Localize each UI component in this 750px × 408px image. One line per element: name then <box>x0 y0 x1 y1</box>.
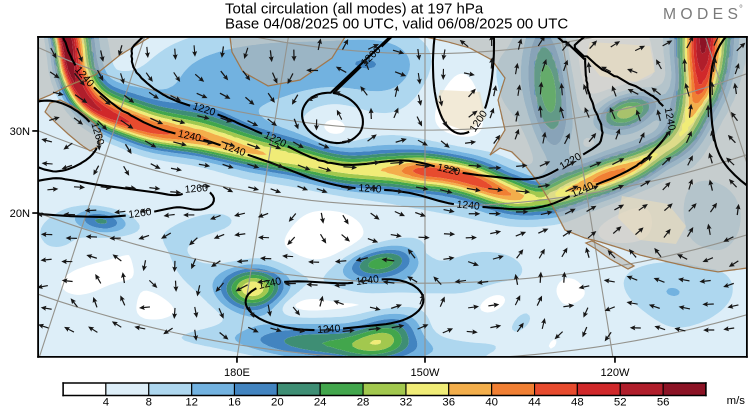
svg-text:36: 36 <box>442 397 455 408</box>
svg-text:28: 28 <box>357 397 370 408</box>
svg-text:120W: 120W <box>600 367 630 379</box>
svg-text:20N: 20N <box>10 208 30 220</box>
svg-text:44: 44 <box>528 397 541 408</box>
svg-text:Total circulation (all modes): Total circulation (all modes) at 197 hPa <box>225 0 484 17</box>
svg-text:32: 32 <box>400 397 413 408</box>
svg-text:40: 40 <box>485 397 498 408</box>
svg-text:1240: 1240 <box>662 107 677 132</box>
svg-text:1220: 1220 <box>436 162 461 178</box>
svg-text:180E: 180E <box>224 367 250 379</box>
svg-text:4: 4 <box>103 397 109 408</box>
svg-text:1240: 1240 <box>257 276 282 292</box>
svg-text:1240: 1240 <box>358 183 382 195</box>
svg-text:8: 8 <box>146 397 152 408</box>
svg-text:16: 16 <box>228 397 241 408</box>
svg-text:1260: 1260 <box>184 183 208 196</box>
svg-text:20: 20 <box>271 397 284 408</box>
svg-text:30N: 30N <box>10 126 30 138</box>
svg-text:Base 04/08/2025 00 UTC, valid: Base 04/08/2025 00 UTC, valid 06/08/2025… <box>225 15 568 32</box>
svg-text:56: 56 <box>657 397 670 408</box>
svg-text:1240: 1240 <box>177 129 202 145</box>
svg-text:24: 24 <box>314 397 327 408</box>
svg-text:12: 12 <box>185 397 198 408</box>
svg-text:48: 48 <box>571 397 584 408</box>
svg-text:52: 52 <box>614 397 627 408</box>
svg-text:1240: 1240 <box>456 200 480 213</box>
svg-text:M O D E S: M O D E S <box>663 6 738 23</box>
svg-text:150W: 150W <box>411 367 441 379</box>
svg-text:1240: 1240 <box>355 274 380 288</box>
svg-text:°: ° <box>739 4 743 15</box>
svg-text:m/s: m/s <box>727 395 746 407</box>
